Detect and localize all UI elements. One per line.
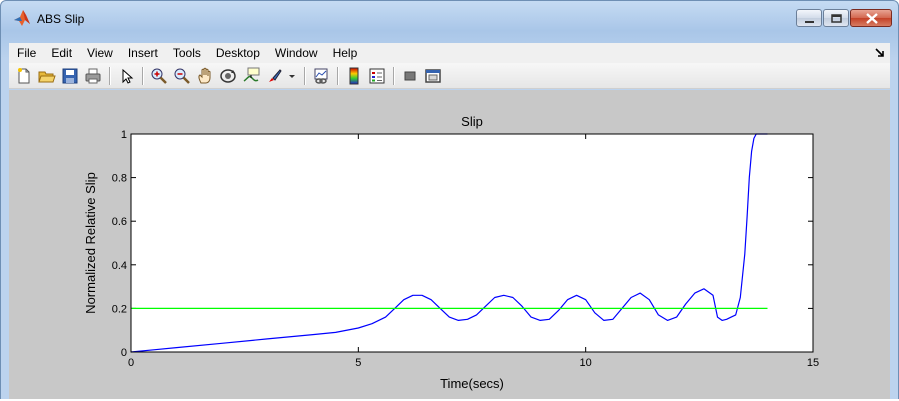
show-plot-tools-icon bbox=[425, 68, 441, 83]
y-tick-label: 0.4 bbox=[112, 260, 127, 272]
menu-desktop[interactable]: Desktop bbox=[215, 46, 260, 60]
axes-background bbox=[131, 134, 813, 352]
brush-icon bbox=[269, 68, 282, 82]
toolbar-separator bbox=[337, 66, 339, 85]
maximize-icon bbox=[831, 14, 842, 23]
y-axis-label: Normalized Relative Slip bbox=[83, 172, 98, 314]
save-figure-icon bbox=[62, 68, 78, 83]
menu-help[interactable]: Help bbox=[332, 46, 358, 60]
y-tick-label: 0.6 bbox=[112, 216, 127, 228]
toolbar-separator bbox=[109, 66, 111, 85]
x-axis-label: Time(secs) bbox=[440, 376, 504, 391]
menu-edit[interactable]: Edit bbox=[51, 46, 73, 60]
hide-plot-tools-icon bbox=[404, 71, 416, 80]
pan-button[interactable] bbox=[196, 67, 214, 85]
slip-chart[interactable]: Slip Time(secs) Normalized Relative Slip… bbox=[9, 90, 890, 400]
edit-plot-button[interactable] bbox=[117, 67, 135, 85]
zoom-in-icon bbox=[151, 68, 167, 84]
y-tick-label: 0 bbox=[121, 347, 127, 359]
matlab-icon bbox=[14, 10, 30, 26]
close-icon bbox=[866, 13, 878, 24]
axes-box bbox=[130, 133, 814, 353]
toolbar-separator bbox=[393, 66, 395, 85]
y-tick-label: 0.8 bbox=[112, 173, 127, 185]
show-plot-tools-button[interactable] bbox=[424, 67, 442, 85]
plot-lines bbox=[130, 133, 768, 353]
close-button[interactable] bbox=[850, 9, 892, 27]
menu-window[interactable]: Window bbox=[274, 46, 318, 60]
y-tick-label: 1 bbox=[121, 129, 127, 141]
data-cursor-button[interactable] bbox=[242, 67, 260, 85]
minimize-button[interactable] bbox=[796, 9, 822, 27]
dock-arrow-icon[interactable] bbox=[874, 46, 886, 58]
print-figure-icon bbox=[85, 68, 101, 83]
menu-view[interactable]: View bbox=[87, 46, 113, 60]
menu-tools[interactable]: Tools bbox=[172, 46, 201, 60]
figure-toolbar bbox=[9, 63, 890, 89]
link-plot-button[interactable] bbox=[312, 67, 330, 85]
legend-button[interactable] bbox=[368, 67, 386, 85]
toolbar-separator bbox=[304, 66, 306, 85]
legend-icon bbox=[369, 68, 385, 83]
y-tick-label: 0.2 bbox=[112, 303, 127, 315]
title-bar[interactable]: ABS Slip bbox=[1, 1, 898, 41]
colorbar-button[interactable] bbox=[345, 67, 363, 85]
window-controls bbox=[795, 9, 892, 29]
menu-insert[interactable]: Insert bbox=[127, 46, 158, 60]
zoom-out-button[interactable] bbox=[173, 67, 191, 85]
colorbar-icon bbox=[349, 67, 359, 84]
brush-button[interactable] bbox=[265, 67, 283, 85]
edit-plot-icon bbox=[122, 68, 134, 84]
brush-dropdown[interactable] bbox=[288, 67, 296, 85]
new-figure-icon bbox=[18, 67, 30, 83]
data-cursor-icon bbox=[243, 67, 260, 82]
window-title: ABS Slip bbox=[37, 12, 85, 26]
x-tick-label: 5 bbox=[355, 357, 361, 369]
minimize-icon bbox=[805, 21, 814, 23]
zoom-out-icon bbox=[174, 68, 190, 84]
x-tick-label: 0 bbox=[128, 357, 134, 369]
pan-icon bbox=[198, 67, 211, 83]
maximize-button[interactable] bbox=[823, 9, 849, 27]
zoom-in-button[interactable] bbox=[150, 67, 168, 85]
hide-plot-tools-button[interactable] bbox=[401, 67, 419, 85]
open-file-button[interactable] bbox=[38, 67, 56, 85]
menu-file[interactable]: File bbox=[17, 46, 37, 60]
chevron-down-icon bbox=[289, 74, 295, 78]
screen-edge bbox=[0, 399, 899, 401]
open-file-icon bbox=[38, 71, 56, 82]
menu-bar: File Edit View Insert Tools Desktop Wind… bbox=[9, 43, 890, 63]
rotate-3d-button[interactable] bbox=[219, 67, 237, 85]
new-figure-button[interactable] bbox=[15, 67, 33, 85]
figure-canvas: Slip Time(secs) Normalized Relative Slip… bbox=[9, 90, 890, 400]
x-tick-label: 15 bbox=[807, 357, 819, 369]
chart-title: Slip bbox=[461, 114, 483, 129]
print-figure-button[interactable] bbox=[84, 67, 102, 85]
link-plot-icon bbox=[314, 68, 328, 84]
save-figure-button[interactable] bbox=[61, 67, 79, 85]
toolbar-separator bbox=[142, 66, 144, 85]
rotate-3d-icon bbox=[220, 68, 236, 83]
x-tick-label: 10 bbox=[580, 357, 592, 369]
